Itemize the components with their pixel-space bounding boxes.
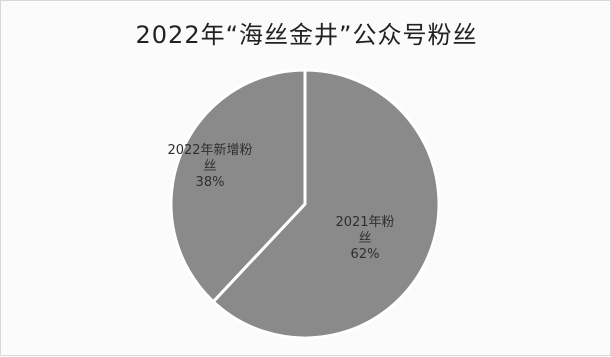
pie-label-0: 2022年新增粉丝 38%: [167, 142, 252, 190]
pie-label-1: 2021年粉丝 62%: [335, 215, 394, 262]
pie-slice-1: [211, 68, 441, 340]
chart-title: 2022年“海丝金井”公众号粉丝: [135, 21, 478, 49]
pie-slice-0: [169, 68, 307, 304]
